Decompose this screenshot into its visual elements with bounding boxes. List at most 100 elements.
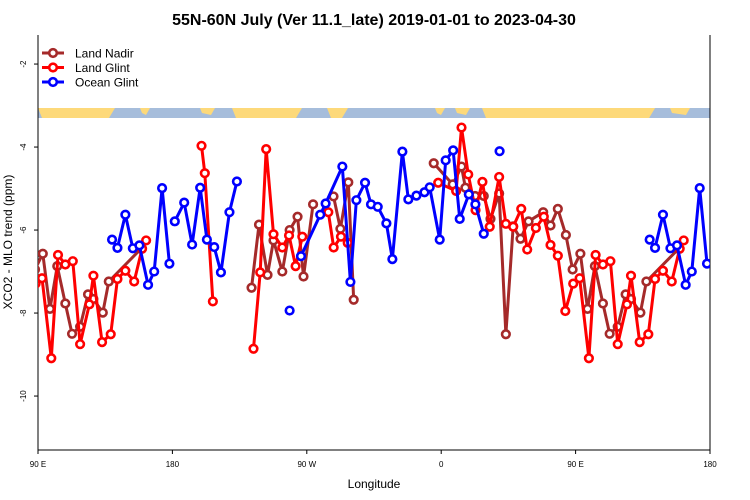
data-point: [424, 182, 435, 193]
y-axis-label: XCO2 - MLO trend (ppm): [1, 175, 15, 310]
land-fleck: [455, 108, 470, 115]
data-point: [343, 177, 354, 188]
data-point: [67, 256, 78, 267]
data-point: [605, 256, 616, 267]
data-point: [411, 190, 422, 201]
data-point: [112, 273, 123, 285]
data-point: [641, 276, 652, 287]
data-point: [643, 329, 654, 340]
data-point: [66, 328, 78, 339]
data-point: [106, 234, 118, 245]
land-region: [232, 108, 302, 118]
axes: [37, 35, 711, 451]
data-point: [635, 307, 646, 318]
data-point: [96, 337, 108, 348]
data-point: [195, 182, 206, 193]
legend-label: Ocean Glint: [75, 76, 139, 90]
data-point: [671, 240, 683, 251]
legend-label: Land Nadir: [75, 47, 134, 61]
data-point: [666, 276, 677, 287]
data-point: [209, 241, 220, 253]
data-point: [597, 298, 609, 309]
data-point: [372, 201, 383, 212]
data-point: [307, 199, 319, 210]
land-fleck: [435, 108, 445, 115]
x-tick-label: 0: [439, 460, 444, 469]
data-point: [523, 216, 534, 227]
series-ocean-glint: [106, 145, 710, 316]
data-point: [164, 258, 175, 269]
data-point: [105, 329, 116, 340]
data-point: [456, 122, 467, 133]
series-line: [38, 239, 148, 360]
data-point: [477, 176, 488, 188]
data-point: [403, 194, 414, 205]
legend-marker: [47, 47, 59, 59]
data-point: [277, 266, 288, 277]
y-tick-label: -10: [19, 390, 28, 402]
data-point: [292, 211, 303, 222]
land-fleck: [670, 108, 690, 115]
data-point: [508, 221, 519, 232]
data-point: [52, 249, 64, 261]
data-point: [701, 258, 710, 269]
data-point: [494, 171, 505, 183]
data-point: [649, 242, 661, 253]
data-point: [199, 168, 210, 179]
data-point: [248, 343, 259, 354]
land-ocean-strip: [38, 108, 710, 118]
chart-title: 55N-60N July (Ver 11.1_late) 2019-01-01 …: [172, 12, 576, 29]
y-tick-label: -4: [19, 143, 28, 151]
data-point: [454, 213, 465, 224]
data-point: [298, 271, 309, 282]
data-point: [290, 261, 301, 272]
data-point: [545, 239, 556, 251]
data-point: [120, 209, 131, 220]
data-point: [277, 242, 288, 253]
data-point: [335, 231, 347, 242]
data-point: [470, 199, 481, 210]
data-point: [207, 296, 218, 307]
x-tick-label: 90 E: [30, 460, 46, 469]
data-point: [187, 239, 198, 250]
data-point: [149, 266, 160, 277]
data-point: [141, 235, 152, 246]
land-region: [327, 108, 348, 118]
data-point: [297, 231, 308, 242]
data-point: [604, 328, 615, 339]
data-point: [169, 216, 180, 227]
data-point: [315, 209, 326, 220]
data-point: [397, 146, 408, 157]
data-point: [634, 337, 645, 348]
data-point: [84, 299, 95, 310]
data-point: [463, 189, 474, 200]
data-point: [440, 155, 451, 166]
data-point: [463, 169, 474, 180]
data-point: [694, 183, 705, 194]
data-point: [156, 183, 168, 194]
data-point: [328, 242, 339, 253]
x-tick-label: 180: [166, 460, 180, 469]
series-land-glint: [38, 122, 689, 364]
data-point: [644, 234, 655, 245]
x-axis-label: Longitude: [348, 477, 401, 491]
data-point: [612, 339, 623, 350]
data-point: [88, 270, 99, 281]
data-point: [590, 249, 601, 261]
data-point: [538, 211, 549, 222]
data-point: [268, 229, 279, 240]
x-tick-label: 90 E: [567, 460, 583, 469]
data-point: [345, 276, 356, 288]
data-point: [359, 177, 371, 188]
data-point: [381, 218, 392, 229]
data-point: [434, 234, 445, 245]
data-point: [224, 207, 235, 218]
data-point: [255, 267, 266, 278]
data-point: [552, 250, 563, 261]
land-region: [575, 108, 655, 118]
data-point: [337, 161, 348, 172]
data-point: [231, 176, 243, 187]
data-point: [348, 294, 359, 305]
